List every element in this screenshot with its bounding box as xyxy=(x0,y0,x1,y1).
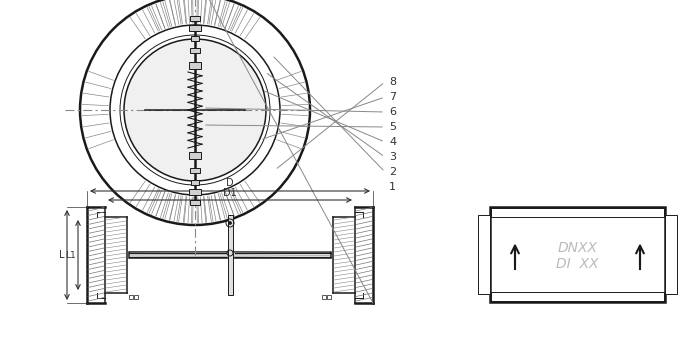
Text: 1: 1 xyxy=(389,182,396,192)
Text: D: D xyxy=(226,178,234,188)
Text: 6: 6 xyxy=(389,107,396,117)
Bar xyxy=(478,215,490,294)
Bar xyxy=(228,215,232,295)
Text: DNXX: DNXX xyxy=(557,240,598,254)
Bar xyxy=(665,215,677,294)
Text: 5: 5 xyxy=(389,122,396,132)
Text: L1: L1 xyxy=(65,251,76,259)
Bar xyxy=(189,152,201,159)
Bar xyxy=(129,295,133,299)
Bar xyxy=(491,208,664,217)
Bar xyxy=(191,35,199,41)
Bar xyxy=(190,48,200,52)
Bar xyxy=(491,292,664,301)
Text: 8: 8 xyxy=(389,77,396,87)
Bar xyxy=(189,62,201,69)
Text: D1: D1 xyxy=(223,188,237,198)
Text: 4: 4 xyxy=(389,137,396,147)
Text: 7: 7 xyxy=(389,92,396,102)
Polygon shape xyxy=(129,252,331,258)
Bar xyxy=(327,295,331,299)
Bar xyxy=(190,199,200,204)
Text: L: L xyxy=(59,250,64,260)
Circle shape xyxy=(228,222,232,224)
Bar xyxy=(190,15,200,21)
Bar xyxy=(189,189,201,195)
Circle shape xyxy=(124,39,266,181)
Bar xyxy=(490,207,665,302)
Text: DI  XX: DI XX xyxy=(556,257,598,271)
Bar xyxy=(189,25,201,31)
Bar xyxy=(191,180,199,184)
Text: 2: 2 xyxy=(389,167,396,177)
Bar xyxy=(134,295,138,299)
Bar xyxy=(190,168,200,173)
Bar xyxy=(322,295,326,299)
Text: 3: 3 xyxy=(389,152,396,162)
